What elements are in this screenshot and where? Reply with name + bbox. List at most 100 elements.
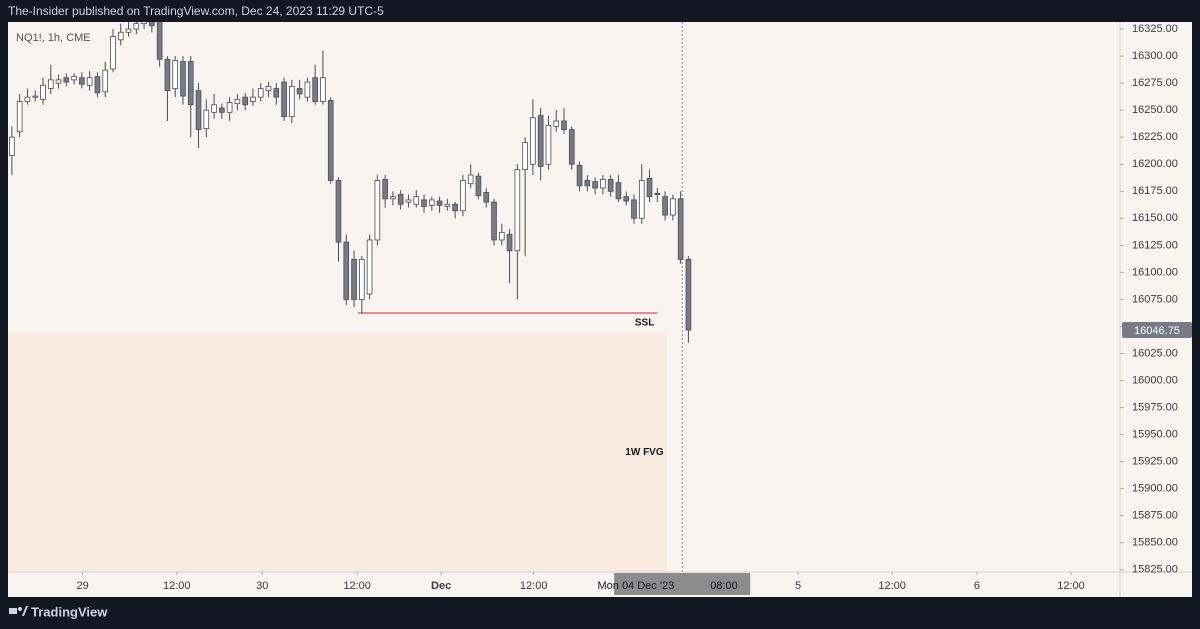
candle-body (40, 84, 46, 100)
y-tick-label: 16275.00 (1132, 77, 1178, 89)
candle-body (654, 193, 661, 195)
y-tick-label: 15950.00 (1132, 429, 1178, 441)
y-tick-label: 16125.00 (1132, 239, 1178, 251)
candle-body (460, 180, 466, 212)
candle-body (335, 180, 342, 243)
crosshair-time: 08:00 (710, 580, 738, 592)
candle-body (483, 191, 490, 203)
candle-body (670, 198, 676, 216)
candle-body (226, 102, 233, 113)
candle-body (421, 199, 427, 207)
candle-body (172, 59, 178, 89)
candle-body (475, 175, 482, 196)
candle-body (467, 174, 474, 185)
candle-body (444, 203, 451, 207)
y-tick-label: 16250.00 (1132, 104, 1178, 116)
candle-body (296, 88, 303, 95)
tv-logo (9, 606, 28, 616)
candle-body (623, 196, 630, 202)
candle-body (117, 31, 124, 41)
candle-body (366, 239, 373, 295)
candle-body (522, 142, 528, 171)
candle-body (607, 178, 614, 192)
candle-body (180, 61, 186, 97)
candle-body (584, 180, 591, 187)
fvg-label: 1W FVG (625, 447, 664, 458)
candle-body (55, 79, 62, 84)
header-bar (0, 0, 1200, 22)
candle-body (506, 234, 513, 252)
candle-body (638, 180, 645, 219)
candle-body (125, 28, 132, 33)
candle-body (530, 117, 536, 165)
x-tick-label: 12:00 (878, 580, 906, 592)
candle-body (374, 180, 381, 241)
candle-body (413, 196, 420, 205)
y-tick-label: 16325.00 (1132, 23, 1178, 35)
y-tick-label: 16300.00 (1132, 50, 1178, 62)
candle-body (428, 199, 435, 206)
candle-body (561, 120, 567, 131)
footer-brand: TradingView (31, 604, 108, 619)
y-tick-label: 15825.00 (1132, 564, 1178, 576)
candle-body (351, 259, 357, 300)
ssl-label: SSL (635, 318, 654, 329)
candle-body (289, 85, 295, 118)
candle-body (203, 109, 210, 129)
candle-body (187, 61, 194, 106)
candle-body (320, 77, 326, 102)
candle-body (600, 178, 606, 189)
candle-body (327, 100, 334, 181)
y-tick-label: 16000.00 (1132, 374, 1178, 386)
y-tick-label: 16175.00 (1132, 185, 1178, 197)
candle-body (568, 129, 575, 165)
crosshair-date: Mon 04 Dec '23 (597, 580, 674, 592)
candle-body (47, 79, 54, 89)
y-tick-label: 15875.00 (1132, 510, 1178, 522)
candle-body (234, 98, 241, 105)
x-tick-label: 29 (77, 580, 89, 592)
candle-body (646, 177, 653, 198)
candle-body (102, 69, 109, 93)
candle-body (615, 182, 622, 200)
candle-body (71, 76, 77, 81)
candle-body (662, 196, 668, 216)
candle-body (265, 85, 272, 92)
candle-body (390, 196, 396, 200)
candle-body (631, 199, 637, 219)
x-tick-label: 30 (256, 580, 268, 592)
candle-body (211, 104, 217, 113)
candle-body (382, 178, 388, 200)
fvg-zone (8, 332, 667, 572)
x-tick-label: 5 (795, 580, 801, 592)
candle-body (553, 120, 560, 127)
candle-body (343, 241, 350, 300)
candle-body (281, 81, 287, 118)
candle-body (110, 36, 116, 70)
candle-body (94, 76, 101, 94)
crosshair-box (614, 573, 751, 595)
candle-body (149, 21, 155, 27)
plot: 1W FVG SSL (8, 12, 692, 572)
y-tick-label: 15850.00 (1132, 537, 1178, 549)
candle-body (273, 88, 280, 98)
candle-body (436, 200, 443, 206)
y-tick-label: 16150.00 (1132, 212, 1178, 224)
y-tick-label: 16025.00 (1132, 347, 1178, 359)
last-price-box (1122, 321, 1192, 338)
x-tick-label: 12:00 (163, 580, 191, 592)
candle-body (498, 231, 505, 241)
y-tick-label: 15925.00 (1132, 456, 1178, 468)
x-tick-label: 6 (974, 580, 980, 592)
candle-body (156, 17, 163, 60)
candle-body (219, 107, 225, 113)
y-tick-label: 15900.00 (1132, 483, 1178, 495)
x-tick-label: 12:00 (343, 580, 371, 592)
candle-body (537, 115, 544, 167)
candle-body (397, 194, 404, 205)
candle-body (63, 77, 70, 83)
candle-body (24, 96, 31, 102)
candle-body (9, 136, 15, 156)
